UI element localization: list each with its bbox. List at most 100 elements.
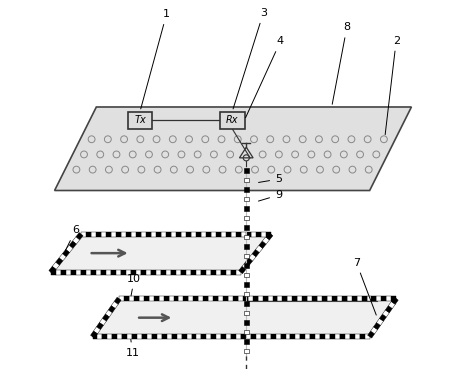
Polygon shape	[241, 334, 246, 339]
Bar	[244, 339, 248, 344]
Polygon shape	[144, 296, 149, 301]
Polygon shape	[131, 232, 136, 237]
Polygon shape	[371, 296, 377, 301]
Polygon shape	[281, 334, 286, 339]
Polygon shape	[263, 296, 267, 301]
Polygon shape	[171, 270, 176, 275]
Polygon shape	[103, 334, 107, 339]
Polygon shape	[137, 334, 142, 339]
Polygon shape	[370, 327, 377, 334]
Polygon shape	[76, 233, 83, 240]
Polygon shape	[236, 334, 241, 339]
Polygon shape	[292, 296, 297, 301]
Polygon shape	[127, 334, 132, 339]
Polygon shape	[275, 334, 281, 339]
Polygon shape	[223, 296, 228, 301]
Polygon shape	[185, 270, 191, 275]
Polygon shape	[365, 334, 370, 339]
Polygon shape	[267, 296, 273, 301]
Polygon shape	[101, 270, 106, 275]
Bar	[244, 187, 248, 192]
Polygon shape	[71, 270, 76, 275]
Bar	[244, 216, 248, 220]
Polygon shape	[156, 270, 161, 275]
Polygon shape	[66, 270, 71, 275]
Polygon shape	[149, 296, 154, 301]
Polygon shape	[356, 296, 362, 301]
Polygon shape	[295, 334, 301, 339]
Polygon shape	[259, 241, 266, 248]
Polygon shape	[385, 306, 392, 313]
Polygon shape	[297, 296, 302, 301]
Polygon shape	[166, 232, 171, 237]
Polygon shape	[381, 296, 386, 301]
Polygon shape	[193, 296, 199, 301]
Polygon shape	[126, 270, 130, 275]
Polygon shape	[142, 334, 147, 339]
Polygon shape	[186, 232, 191, 237]
Polygon shape	[105, 310, 112, 317]
Polygon shape	[379, 314, 386, 321]
Polygon shape	[201, 334, 206, 339]
Polygon shape	[96, 270, 101, 275]
Polygon shape	[56, 270, 61, 275]
Polygon shape	[201, 270, 206, 275]
Polygon shape	[337, 296, 342, 301]
Text: 7: 7	[353, 258, 376, 315]
Polygon shape	[93, 299, 396, 337]
Polygon shape	[271, 334, 275, 339]
Polygon shape	[66, 245, 73, 253]
Polygon shape	[391, 297, 398, 304]
Polygon shape	[388, 301, 395, 309]
Polygon shape	[322, 296, 327, 301]
Polygon shape	[355, 334, 360, 339]
Polygon shape	[236, 270, 240, 275]
Polygon shape	[129, 296, 134, 301]
Polygon shape	[221, 232, 226, 237]
Polygon shape	[248, 296, 253, 301]
Polygon shape	[59, 254, 66, 261]
Text: 9: 9	[259, 190, 282, 201]
Bar	[244, 197, 248, 201]
Text: 5: 5	[259, 174, 282, 184]
Polygon shape	[368, 331, 375, 338]
Text: 3: 3	[233, 8, 267, 109]
Polygon shape	[117, 334, 122, 339]
Polygon shape	[206, 232, 211, 237]
Polygon shape	[261, 334, 266, 339]
Polygon shape	[157, 334, 162, 339]
Polygon shape	[374, 323, 381, 330]
Text: 4: 4	[246, 36, 284, 118]
Text: 1: 1	[141, 9, 170, 109]
Polygon shape	[301, 334, 305, 339]
Polygon shape	[51, 270, 56, 275]
Polygon shape	[49, 266, 56, 274]
Polygon shape	[81, 270, 86, 275]
Polygon shape	[211, 270, 216, 275]
Polygon shape	[136, 270, 141, 275]
Polygon shape	[266, 233, 273, 240]
Polygon shape	[166, 270, 171, 275]
Polygon shape	[121, 232, 126, 237]
Polygon shape	[360, 334, 365, 339]
Polygon shape	[231, 232, 236, 237]
Bar	[244, 311, 248, 315]
Polygon shape	[196, 270, 201, 275]
Polygon shape	[211, 334, 216, 339]
Polygon shape	[345, 334, 350, 339]
Polygon shape	[266, 334, 271, 339]
Polygon shape	[377, 296, 381, 301]
Polygon shape	[231, 334, 236, 339]
Polygon shape	[307, 296, 312, 301]
Polygon shape	[141, 232, 146, 237]
Polygon shape	[181, 270, 185, 275]
Polygon shape	[310, 334, 315, 339]
Polygon shape	[177, 334, 182, 339]
Polygon shape	[146, 232, 151, 237]
Polygon shape	[188, 296, 193, 301]
Polygon shape	[249, 254, 256, 261]
Polygon shape	[332, 296, 337, 301]
Polygon shape	[315, 334, 320, 339]
Polygon shape	[340, 334, 345, 339]
Polygon shape	[162, 334, 167, 339]
